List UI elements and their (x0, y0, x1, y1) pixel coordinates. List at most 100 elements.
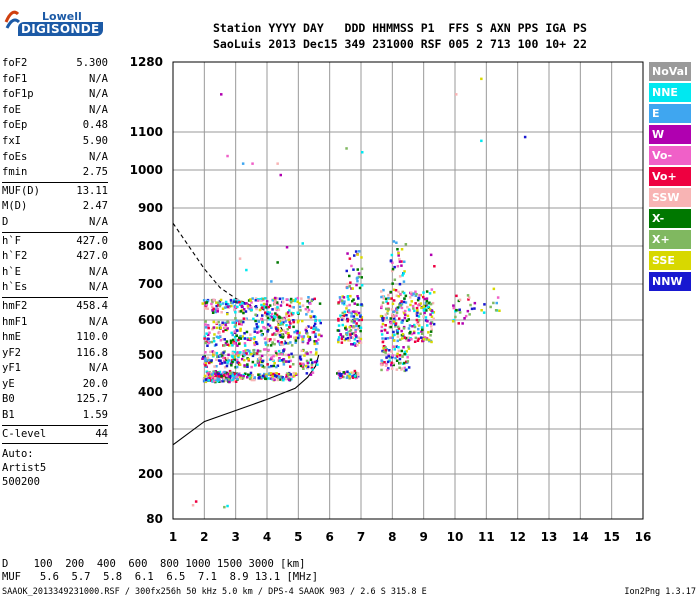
echo-point (391, 345, 395, 348)
echo-point (310, 363, 314, 366)
echo-point (271, 341, 274, 344)
echo-point (359, 341, 363, 344)
echo-point (351, 287, 354, 290)
echo-point (400, 248, 404, 251)
echo-point (289, 365, 292, 368)
echo-point (204, 359, 207, 362)
echo-point (352, 318, 355, 322)
echo-point (268, 372, 271, 375)
echo-point (304, 328, 308, 332)
echo-point (205, 332, 208, 335)
echo-point (404, 294, 408, 298)
echo-point (235, 374, 239, 377)
param-name: h`Es (2, 281, 28, 294)
echo-point (226, 357, 229, 360)
echo-point (311, 368, 314, 371)
echo-point (274, 296, 277, 300)
echo-point (388, 349, 391, 352)
echo-point (313, 322, 317, 325)
echo-point (253, 343, 256, 347)
echo-point (403, 312, 406, 315)
echo-point (249, 371, 253, 375)
echo-point (425, 304, 428, 307)
echo-point (417, 327, 420, 331)
echo-point (282, 321, 285, 324)
echo-point (412, 331, 416, 335)
echo-point (280, 333, 284, 336)
echo-point (238, 300, 241, 304)
echo-point (398, 317, 401, 320)
echo-point (454, 315, 457, 319)
echo-point (350, 336, 353, 339)
echo-point (217, 335, 220, 339)
echo-point (274, 374, 277, 377)
echo-point (276, 327, 280, 330)
y-tick-label: 200 (138, 467, 163, 481)
param-value: 5.90 (82, 134, 108, 147)
echo-point (389, 325, 392, 329)
echo-point (390, 363, 393, 367)
echo-point (255, 342, 259, 346)
echo-point (400, 368, 403, 371)
echo-point (317, 338, 320, 341)
echo-point (379, 314, 383, 318)
echo-point (397, 290, 400, 294)
param-row: h`E N/A (2, 265, 108, 281)
digisonde-logo: Lowell DIGISONDE (4, 6, 114, 42)
echo-point (222, 374, 226, 377)
echo-point (386, 360, 390, 364)
echo-point (194, 500, 198, 503)
param-name: foEp (2, 119, 28, 132)
echo-point (452, 304, 455, 307)
echo-point (237, 355, 240, 359)
echo-point (396, 306, 400, 309)
echo-point (230, 331, 233, 335)
echo-point (401, 333, 405, 336)
echo-point (392, 330, 395, 334)
echo-point (310, 366, 314, 370)
echo-point (392, 317, 396, 320)
echo-point (277, 320, 280, 323)
echo-point (231, 355, 234, 359)
echo-point (480, 309, 483, 312)
echo-point (260, 317, 263, 321)
echo-point (351, 310, 355, 314)
echo-point (251, 297, 254, 300)
echo-point (292, 306, 295, 309)
echo-point (251, 360, 255, 364)
echo-point (419, 336, 423, 339)
x-tick-label: 1 (169, 530, 177, 544)
echo-point (426, 302, 429, 305)
echo-point (392, 315, 395, 318)
param-row: foF2 5.300 (2, 56, 108, 72)
echo-point (218, 335, 222, 339)
echo-point (392, 240, 396, 243)
echo-point (270, 312, 274, 316)
echo-point (359, 329, 362, 333)
echo-point (380, 329, 383, 333)
echo-point (413, 325, 417, 329)
echo-point (277, 376, 281, 379)
echo-point (399, 304, 403, 307)
echo-point (399, 292, 402, 296)
echo-point (403, 316, 407, 320)
echo-point (202, 299, 206, 302)
echo-point (281, 323, 284, 326)
logo-digisonde-text: DIGISONDE (18, 22, 103, 36)
echo-point (340, 318, 344, 321)
echo-point (411, 325, 414, 328)
echo-point (492, 287, 496, 291)
echo-point (266, 344, 270, 347)
echo-point (234, 311, 237, 314)
echo-point (391, 355, 394, 359)
echo-point (350, 320, 354, 323)
echo-point (356, 276, 359, 279)
echo-point (345, 147, 348, 150)
echo-point (348, 326, 351, 329)
echo-point (288, 356, 291, 359)
echo-point (235, 319, 238, 322)
echo-point (237, 361, 241, 365)
param-value: 427.0 (76, 234, 108, 247)
echo-point (246, 363, 249, 366)
echo-point (312, 330, 316, 334)
